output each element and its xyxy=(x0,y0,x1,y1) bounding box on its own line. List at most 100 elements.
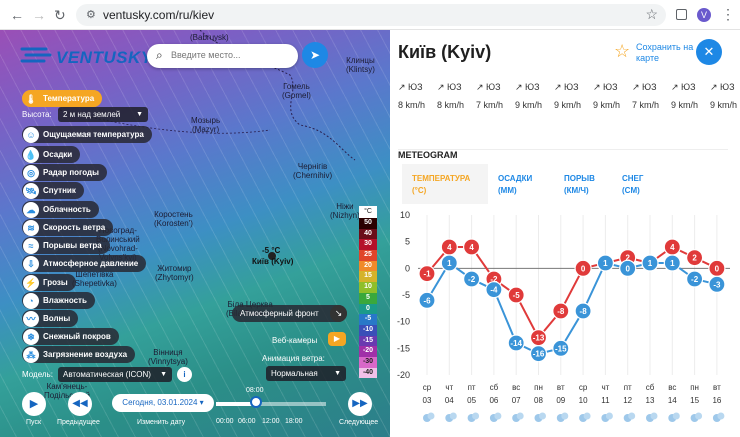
ventusky-logo[interactable]: VENTUSKY xyxy=(20,41,152,71)
map-place-label: Кам'янець- Подільський xyxy=(44,382,90,400)
time-tick-3[interactable]: 18:00 xyxy=(285,418,303,425)
info-icon[interactable]: i xyxy=(177,367,192,382)
data-point xyxy=(462,238,481,256)
data-label: -13 xyxy=(533,334,545,343)
search-box[interactable]: ⌕ Введите место... xyxy=(147,44,298,68)
meteogram-tab-1[interactable]: ТЕМПЕРАТУРА (°C) xyxy=(402,164,488,204)
x-day-label: пт xyxy=(468,383,476,392)
date-picker-button[interactable]: Сегодня, 03.01.2024 ▾ xyxy=(112,394,214,412)
weather-cloud-icon xyxy=(516,412,524,420)
layer-4[interactable]: ◎ Радар погоды xyxy=(22,164,107,181)
model-select[interactable]: Автоматическая (ICON) ▼ xyxy=(58,367,172,382)
bookmark-star-icon[interactable]: ☆ xyxy=(645,6,658,22)
layer-2[interactable]: ☺ Ощущаемая температура xyxy=(22,126,152,143)
weather-cloud-icon xyxy=(672,412,680,420)
browser-menu-icon[interactable]: ⋮ xyxy=(721,6,735,22)
weather-cloud-icon xyxy=(472,412,480,420)
x-day-label: сб xyxy=(646,383,655,392)
side-panel-icon[interactable] xyxy=(676,9,687,20)
address-bar[interactable]: ⚙ ventusky.com/ru/kiev ☆ xyxy=(76,4,666,26)
layer-14[interactable]: ⁂ Загрязнение воздуха xyxy=(22,346,136,363)
data-label: -3 xyxy=(713,280,721,289)
layer-7[interactable]: ≋ Скорость ветра xyxy=(22,219,114,236)
layer-11[interactable]: ◔ Влажность xyxy=(22,292,95,309)
meteogram-chart: 1050-5-10-15-20-144-2-5-13-80121420-61-2… xyxy=(397,210,730,422)
next-button[interactable]: ▶▶ xyxy=(348,392,372,416)
meteogram-tab-4[interactable]: СНЕГ (CM) xyxy=(622,174,644,195)
data-label: 4 xyxy=(670,243,675,252)
wind-direction: ↗ ЮЗ xyxy=(515,82,540,92)
wind-anim-label: Анимация ветра: xyxy=(262,354,325,363)
layer-6[interactable]: ☁ Облачность xyxy=(22,201,99,218)
logo-icon xyxy=(20,47,52,63)
city-marker[interactable] xyxy=(268,252,276,260)
time-slider[interactable] xyxy=(216,402,326,406)
weather-cloud-icon xyxy=(561,412,569,420)
legend-swatch: 0 xyxy=(359,303,377,315)
wind-anim-select[interactable]: Нормальная ▼ xyxy=(266,366,346,381)
map-place-label: Коростень (Korosten') xyxy=(154,210,193,228)
layer-3[interactable]: 💧 Осадки xyxy=(22,146,81,163)
close-button[interactable]: ✕ xyxy=(696,39,722,65)
model-value: Автоматическая (ICON) xyxy=(63,370,151,379)
data-point xyxy=(440,254,458,272)
data-point xyxy=(574,259,592,277)
data-label: -16 xyxy=(533,350,545,359)
wind-direction: ↗ ЮЗ xyxy=(554,82,579,92)
x-date-label: 09 xyxy=(556,396,565,405)
forward-icon[interactable]: → xyxy=(32,7,46,23)
reload-icon[interactable]: ↻ xyxy=(54,7,66,23)
url-text[interactable]: ventusky.com/ru/kiev xyxy=(103,8,215,22)
layer-1[interactable]: 🌡 Температура xyxy=(22,90,103,107)
legend-swatch: 20 xyxy=(359,260,377,272)
layer-8[interactable]: ≈ Порывы ветра xyxy=(22,237,110,254)
front-icon[interactable]: ↘ xyxy=(330,305,347,322)
time-tick-1[interactable]: 06:00 xyxy=(238,418,256,425)
star-icon[interactable]: ☆ xyxy=(614,41,631,61)
logo-text: VENTUSKY xyxy=(56,48,153,67)
meteogram-tab-2[interactable]: ОСАДКИ (MM) xyxy=(498,174,533,195)
layer-10[interactable]: ⚡ Грозы xyxy=(22,274,76,291)
data-label: 4 xyxy=(469,243,474,252)
data-point xyxy=(418,265,436,283)
atmo-front-toggle[interactable]: Атмосферный фронт xyxy=(232,305,347,322)
x-date-label: 16 xyxy=(712,396,721,405)
site-info-icon[interactable]: ⚙ xyxy=(86,9,96,21)
back-icon[interactable]: ← xyxy=(10,7,24,23)
search-input[interactable]: Введите место... xyxy=(171,50,241,60)
layer-12[interactable]: 〰 Волны xyxy=(22,310,79,327)
webcam-icon[interactable]: ▶ xyxy=(328,332,346,346)
layer-label: Волны xyxy=(43,314,71,323)
profile-avatar[interactable]: V xyxy=(697,8,711,22)
meteogram-title: METEOGRAM xyxy=(398,150,458,160)
height-select[interactable]: 2 м над землей ▼ xyxy=(58,107,148,122)
data-label: -5 xyxy=(513,291,521,300)
time-tick-0[interactable]: 00:00 xyxy=(216,418,234,425)
legend-swatch: 5 xyxy=(359,292,377,304)
time-slider-handle[interactable] xyxy=(250,396,262,408)
weather-map[interactable]: (Babruysk) Клинцы (Klintsy) Гомель (Gomel)… xyxy=(0,30,390,437)
x-day-label: пн xyxy=(690,383,699,392)
x-day-label: ср xyxy=(423,383,432,392)
y-tick-label: -20 xyxy=(397,370,410,380)
layer-9[interactable]: ⇩ Атмосферное давление xyxy=(22,255,147,272)
x-day-label: чт xyxy=(601,383,609,392)
x-date-label: 04 xyxy=(445,396,454,405)
weather-cloud-icon xyxy=(427,412,435,420)
meteogram-tab-3[interactable]: ПОРЫВ (КМ/Ч) xyxy=(564,174,595,195)
layer-5[interactable]: 🛰 Спутник xyxy=(22,182,84,199)
save-to-map-link[interactable]: Сохранить на карте xyxy=(636,42,694,63)
data-label: -14 xyxy=(510,339,522,348)
weather-cloud-icon xyxy=(449,412,457,420)
current-time: 08:00 xyxy=(246,387,264,394)
time-tick-2[interactable]: 12:00 xyxy=(262,418,280,425)
data-label: -8 xyxy=(580,307,588,316)
previous-button[interactable]: ◀◀ xyxy=(68,392,92,416)
layer-13[interactable]: ❄ Снежный покров xyxy=(22,328,119,345)
weather-cloud-icon xyxy=(717,412,725,420)
wind-direction: ↗ ЮЗ xyxy=(632,82,657,92)
play-button[interactable]: ▶ xyxy=(22,392,46,416)
locate-me-button[interactable]: ➤ xyxy=(302,42,328,68)
layer-label: Облачность xyxy=(43,205,91,214)
data-label: 2 xyxy=(692,254,697,263)
